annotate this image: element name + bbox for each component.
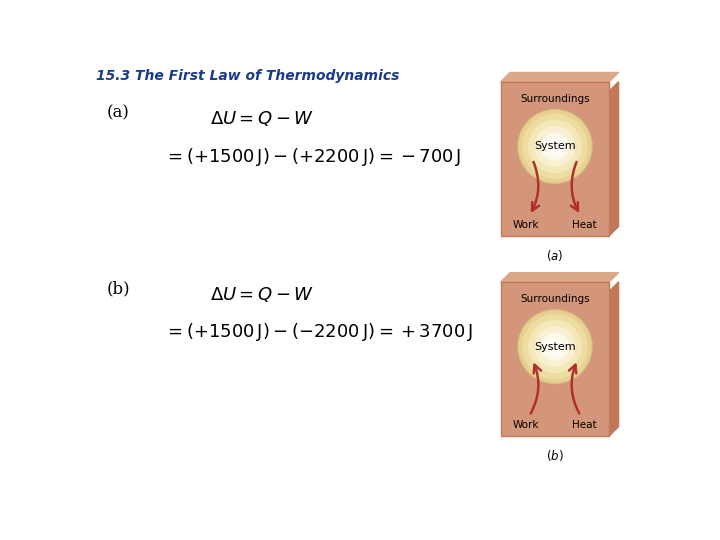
Ellipse shape: [534, 326, 575, 367]
Text: Heat: Heat: [572, 420, 597, 430]
Text: System: System: [534, 141, 576, 151]
Ellipse shape: [518, 110, 593, 184]
Text: Surroundings: Surroundings: [520, 294, 590, 304]
Text: 15.3 The First Law of Thermodynamics: 15.3 The First Law of Thermodynamics: [96, 69, 400, 83]
Ellipse shape: [522, 114, 588, 179]
Text: (a): (a): [107, 105, 130, 122]
Ellipse shape: [528, 320, 582, 373]
Text: Work: Work: [513, 220, 539, 230]
Ellipse shape: [522, 314, 588, 379]
Ellipse shape: [534, 126, 575, 167]
Ellipse shape: [546, 339, 563, 355]
Text: Work: Work: [513, 420, 539, 430]
Text: System: System: [534, 342, 576, 352]
Ellipse shape: [541, 333, 569, 361]
Ellipse shape: [546, 138, 563, 154]
Text: Surroundings: Surroundings: [520, 94, 590, 104]
FancyBboxPatch shape: [500, 282, 609, 436]
FancyBboxPatch shape: [500, 82, 609, 236]
Text: $\Delta U = Q - W$: $\Delta U = Q - W$: [210, 110, 315, 129]
Text: (b): (b): [107, 280, 130, 298]
Ellipse shape: [528, 120, 582, 173]
Polygon shape: [500, 273, 618, 282]
Polygon shape: [609, 82, 618, 236]
Ellipse shape: [518, 309, 593, 383]
Polygon shape: [609, 282, 618, 436]
Ellipse shape: [541, 132, 569, 160]
Text: $=\left(+1500\,\mathsf{J}\right)-\left(-2200\,\mathsf{J}\right)=+3700\,\mathsf{J: $=\left(+1500\,\mathsf{J}\right)-\left(-…: [163, 321, 472, 343]
Text: $(a)$: $(a)$: [546, 248, 564, 263]
Text: $(b)$: $(b)$: [546, 448, 564, 463]
Text: $\Delta U = Q - W$: $\Delta U = Q - W$: [210, 285, 315, 304]
Text: Heat: Heat: [572, 220, 597, 230]
Polygon shape: [500, 72, 618, 82]
Text: $=\left(+1500\,\mathsf{J}\right)-\left(+2200\,\mathsf{J}\right)=-700\,\mathsf{J}: $=\left(+1500\,\mathsf{J}\right)-\left(+…: [163, 146, 461, 167]
